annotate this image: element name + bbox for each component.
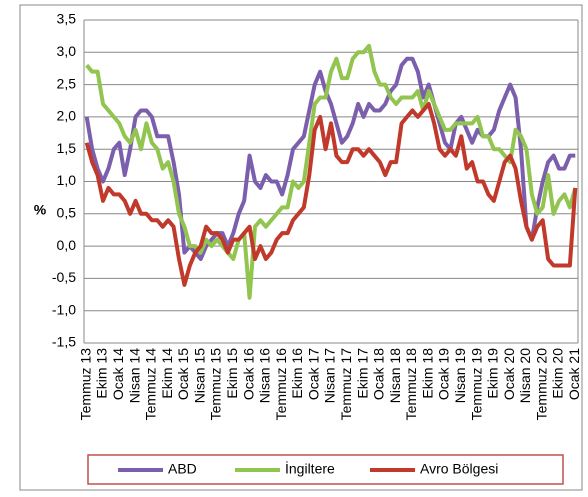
- x-tick-label: Ocak 15: [175, 348, 191, 400]
- x-tick-label: Temmuz 14: [143, 348, 159, 421]
- x-tick-label: Nisan 19: [452, 348, 468, 403]
- y-tick-label: 0,5: [57, 205, 77, 221]
- x-tick-label: Ocak 14: [110, 348, 126, 400]
- y-tick-label: 3,5: [57, 11, 77, 27]
- legend-label: İngiltere: [285, 460, 335, 477]
- x-tick-label: Ekim 13: [94, 348, 110, 399]
- series-line: [84, 101, 578, 287]
- x-tick-label: Ekim 14: [159, 348, 175, 399]
- x-tick-label: Temmuz 17: [338, 348, 354, 421]
- y-tick-label: -1,5: [52, 334, 76, 350]
- legend-box: [87, 454, 564, 485]
- x-tick-label: Ekim 20: [550, 348, 566, 399]
- y-tick-label: 3,0: [57, 43, 77, 59]
- legend-label: ABD: [168, 461, 197, 477]
- x-tick-label: Nisan 14: [126, 348, 142, 403]
- x-tick-label: Ocak 19: [436, 348, 452, 400]
- chart-frame: [19, 4, 583, 491]
- x-tick-label: Ekim 17: [354, 348, 370, 399]
- x-tick-label: Temmuz 16: [273, 348, 289, 421]
- legend-label: Avro Bölgesi: [420, 461, 498, 477]
- x-tick-label: Ocak 16: [240, 348, 256, 400]
- y-tick-label: 1,5: [57, 140, 77, 156]
- x-tick-label: Temmuz 13: [77, 348, 93, 421]
- x-tick-label: Temmuz 20: [533, 348, 549, 421]
- y-tick-label: 1,0: [57, 172, 77, 188]
- y-tick-label: 2,0: [57, 108, 77, 124]
- series-line: [84, 56, 576, 262]
- x-tick-label: Nisan 15: [191, 348, 207, 403]
- x-tick-label: Ekim 16: [289, 348, 305, 399]
- x-tick-label: Ekim 15: [224, 348, 240, 399]
- x-tick-label: Ocak 17: [305, 348, 321, 400]
- x-tick-label: Ekim 18: [419, 348, 435, 399]
- y-tick-label: 0,0: [57, 237, 77, 253]
- x-tick-label: Temmuz 18: [403, 348, 419, 421]
- x-tick-label: Ocak 21: [566, 348, 582, 400]
- x-tick-label: Temmuz 15: [208, 348, 224, 421]
- x-tick-label: Ekim 19: [485, 348, 501, 399]
- y-tick-label: 2,5: [57, 75, 77, 91]
- x-tick-label: Ocak 18: [371, 348, 387, 400]
- x-tick-label: Nisan 18: [387, 348, 403, 403]
- x-tick-label: Nisan 20: [517, 348, 533, 403]
- x-tick-label: Ocak 20: [501, 348, 517, 400]
- y-tick-label: -0,5: [52, 269, 76, 285]
- x-tick-label: Nisan 17: [322, 348, 338, 403]
- x-tick-label: Nisan 16: [257, 348, 273, 403]
- y-tick-label: -1,0: [52, 301, 76, 317]
- series-line: [85, 43, 578, 300]
- y-axis-label: %: [34, 202, 47, 218]
- x-tick-label: Temmuz 19: [468, 348, 484, 421]
